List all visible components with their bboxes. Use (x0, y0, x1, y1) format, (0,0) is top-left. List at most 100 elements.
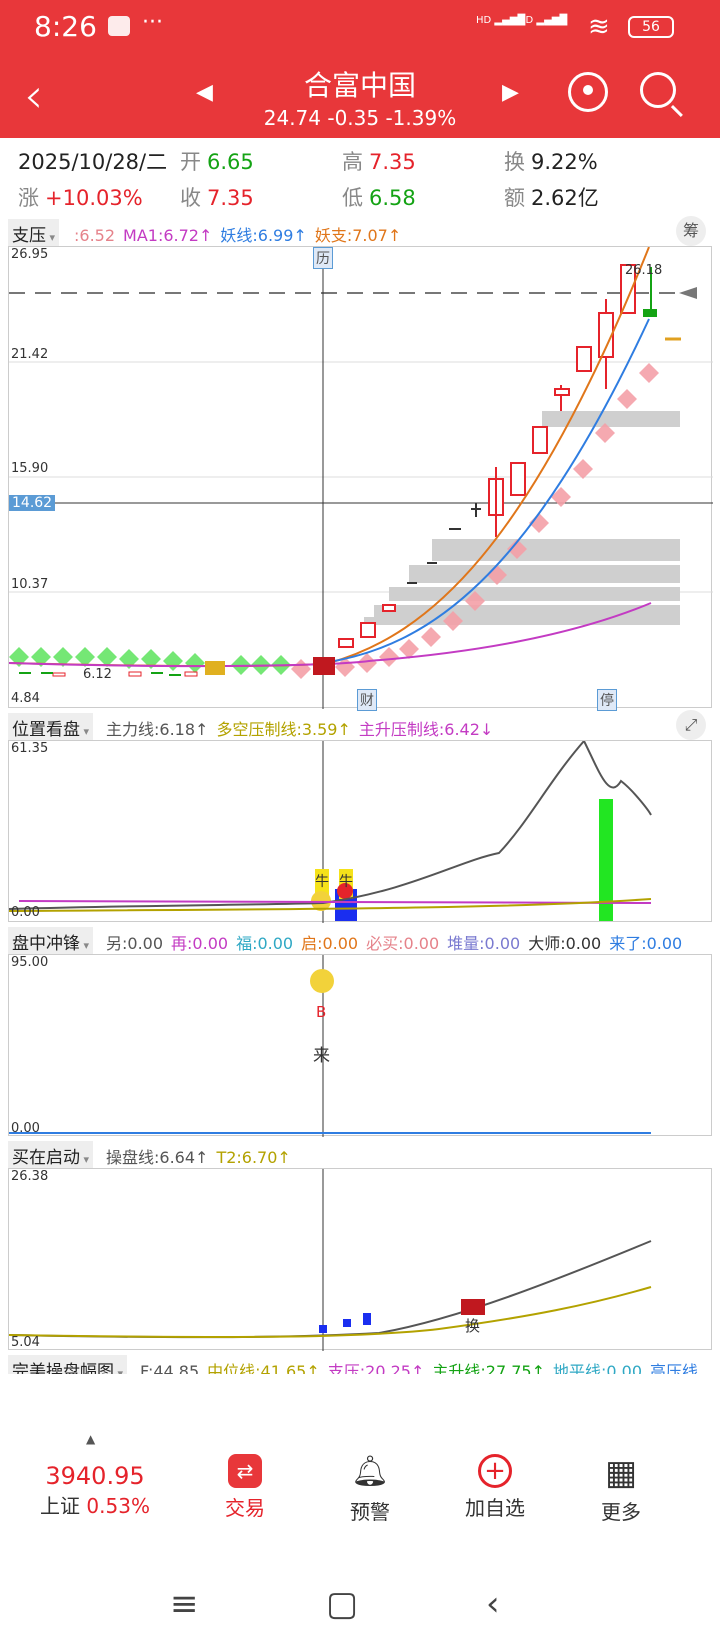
y-label-4: 10.37 (11, 577, 49, 592)
battery-icon: 56 (628, 16, 674, 38)
position-indicator-2: 主升压制线:6.42↓ (358, 720, 494, 739)
perfect-indicator-4: 地平线:0.00 (552, 1362, 643, 1374)
mascot-icon[interactable] (568, 72, 608, 112)
main-indicator-3: 妖支:7.07↑ (314, 226, 402, 245)
suspend-marker[interactable]: 停 (597, 689, 617, 711)
nav-alert[interactable]: 🔔︎ 预警 (325, 1454, 415, 1525)
position-indicator-1: 多空压制线:3.59↑ (216, 720, 351, 739)
stats-date: 2025/10/28/二 (18, 150, 168, 174)
startup-indicator-0: 操盘线:6.64↑ (106, 1148, 209, 1167)
indicator-selector-position[interactable]: 位置看盘 (8, 713, 94, 740)
startup-svg (9, 1169, 652, 1351)
nav-add-watchlist[interactable]: + 加自选 (465, 1454, 525, 1520)
prev-stock-button[interactable]: ◀ (196, 80, 213, 105)
stat-change: 涨 +10.03% (18, 186, 143, 210)
finance-marker[interactable]: 财 (357, 689, 377, 711)
home-icon[interactable]: ▢ (326, 1584, 359, 1624)
main-indicator-bar: 支压 :6.52 MA1:6.72↑ 妖线:6.99↑ 妖支:7.07↑ 筹 (0, 216, 720, 246)
intraday-indicator-bar: 盘中冲锋 另:0.00 再:0.00 福:0.00 启:0.00 必买:0.00 堆量:0… (0, 924, 720, 954)
intraday-indicator-0: 另:0.00 (106, 934, 164, 953)
expand-icon[interactable]: ⤢ (676, 710, 706, 740)
stock-name: 合富中国 (303, 69, 416, 102)
kline-svg (9, 247, 713, 709)
index-change: 0.53% (86, 1494, 150, 1518)
p2-y-top: 61.35 (11, 741, 49, 756)
nav-trade[interactable]: ⇄ 交易 (200, 1454, 290, 1521)
app-header: ‹ ◀ 合富中国 24.74 -0.35 -1.39% ▶ (0, 54, 720, 138)
startup-indicator-bar: 买在启动 操盘线:6.64↑ T2:6.70↑ (0, 1138, 720, 1168)
intraday-indicator-3: 启:0.00 (301, 934, 359, 953)
more-dots-icon: ··· (142, 10, 163, 35)
indicator-selector-perfect[interactable]: 完美操盘幅图 (8, 1355, 128, 1374)
bottom-toolbar: ▲ 3940.95 上证 0.53% ⇄ 交易 🔔︎ 预警 + 加自选 ▦ 更多 (0, 1432, 720, 1530)
position-indicator-0: 主力线:6.18↑ (106, 720, 209, 739)
intraday-indicator-5: 堆量:0.00 (447, 934, 521, 953)
stat-low: 低 6.58 (342, 186, 416, 210)
menu-icon[interactable]: ≡ (170, 1584, 199, 1624)
stat-turnover: 换 9.22% (504, 150, 598, 174)
index-value: 3940.95 (45, 1462, 145, 1490)
p4-y-bottom: 5.04 (11, 1335, 40, 1350)
next-stock-button[interactable]: ▶ (502, 80, 519, 105)
signal-huan: 换 (465, 1317, 481, 1335)
back-nav-icon[interactable]: ‹ (486, 1584, 500, 1624)
y-label-3: 15.90 (11, 461, 49, 476)
wifi-icon: ≋ (588, 12, 610, 42)
perfect-indicator-5: 高压线 (650, 1362, 699, 1374)
chip-distribution-button[interactable]: 筹 (676, 216, 706, 246)
position-chart[interactable]: 61.35 0.00 牛 牛 (8, 740, 712, 923)
add-circle-icon: + (478, 1454, 512, 1488)
daily-stats: 2025/10/28/二 开 6.65 高 7.35 换 9.22% 涨 +10.03%… (0, 144, 720, 222)
main-kline-chart[interactable]: 26.95 21.42 15.90 10.37 4.84 14.62 26.18… (8, 246, 713, 711)
main-indicator-1: MA1:6.72↑ (123, 226, 213, 245)
stat-close: 收 7.35 (180, 186, 254, 210)
nav-more[interactable]: ▦ 更多 (576, 1454, 666, 1525)
bell-icon: 🔔︎ (350, 1454, 390, 1489)
system-nav-bar: ≡ ▢ ‹ (0, 1560, 720, 1650)
p2-y-bottom: 0.00 (11, 905, 40, 920)
p4-y-top: 26.38 (11, 1169, 49, 1184)
intraday-indicator-values: 另:0.00 再:0.00 福:0.00 启:0.00 必买:0.00 堆量:0.00 大师… (106, 930, 690, 954)
telegram-icon (108, 16, 130, 36)
bull-signal-1: 牛 (315, 874, 329, 890)
position-indicator-bar: 位置看盘 主力线:6.18↑ 多空压制线:3.59↑ 主升压制线:6.42↓ ⤢ (0, 710, 720, 740)
intraday-chart[interactable]: 95.00 0.00 B 来 (8, 954, 712, 1137)
intraday-indicator-6: 大师:0.00 (528, 934, 602, 953)
index-name: 上证 (40, 1494, 81, 1518)
trade-icon: ⇄ (228, 1454, 262, 1488)
indicator-selector-startup[interactable]: 买在启动 (8, 1141, 94, 1168)
grid-icon: ▦ (604, 1453, 638, 1493)
back-button[interactable]: ‹ (24, 68, 44, 124)
index-widget[interactable]: 3940.95 上证 0.53% (40, 1462, 150, 1519)
stock-quote: 24.74 -0.35 -1.39% (263, 106, 457, 130)
startup-indicator-values: 操盘线:6.64↑ T2:6.70↑ (106, 1144, 299, 1168)
history-marker[interactable]: 历 (313, 247, 333, 269)
stat-amount: 额 2.62亿 (504, 186, 599, 210)
stat-open: 开 6.65 (180, 150, 254, 174)
intraday-indicator-1: 再:0.00 (171, 934, 229, 953)
indicator-selector-main[interactable]: 支压 (8, 219, 60, 246)
perfect-indicator-3: 主升线:27.75↑ (432, 1362, 545, 1374)
low-price-label: 6.12 (83, 667, 112, 682)
signal-icon-1: HD ▂▄▆█ (476, 15, 526, 26)
search-icon[interactable] (640, 72, 676, 108)
position-indicator-values: 主力线:6.18↑ 多空压制线:3.59↑ 主升压制线:6.42↓ (106, 716, 501, 740)
main-indicator-values: :6.52 MA1:6.72↑ 妖线:6.99↑ 妖支:7.07↑ (74, 222, 409, 246)
expand-up-icon[interactable]: ▲ (86, 1432, 96, 1446)
y-label-top: 26.95 (11, 247, 49, 262)
status-bar: 8:26 ··· HD ▂▄▆█ HD ▂▄▆█ ≋ 56 (0, 0, 720, 54)
y-label-2: 21.42 (11, 347, 49, 362)
intraday-indicator-7: 来了:0.00 (609, 934, 683, 953)
intraday-indicator-4: 必买:0.00 (366, 934, 440, 953)
status-time: 8:26 (34, 10, 97, 43)
crosshair-price-label: 14.62 (9, 495, 56, 511)
indicator-selector-intraday[interactable]: 盘中冲锋 (8, 927, 94, 954)
last-price-label: 26.18 (625, 263, 663, 278)
perfect-indicator-1: 中位线:41.65↑ (207, 1362, 320, 1374)
startup-chart[interactable]: 26.38 5.04 换 (8, 1168, 712, 1351)
perfect-indicator-bar: 完美操盘幅图 F:44.85 中位线:41.65↑ 支压:20.25↑ 主升线:27.… (0, 1352, 720, 1374)
stat-high: 高 7.35 (342, 150, 416, 174)
intraday-indicator-2: 福:0.00 (236, 934, 294, 953)
intraday-svg (9, 955, 651, 1137)
y-label-bottom: 4.84 (11, 691, 40, 706)
